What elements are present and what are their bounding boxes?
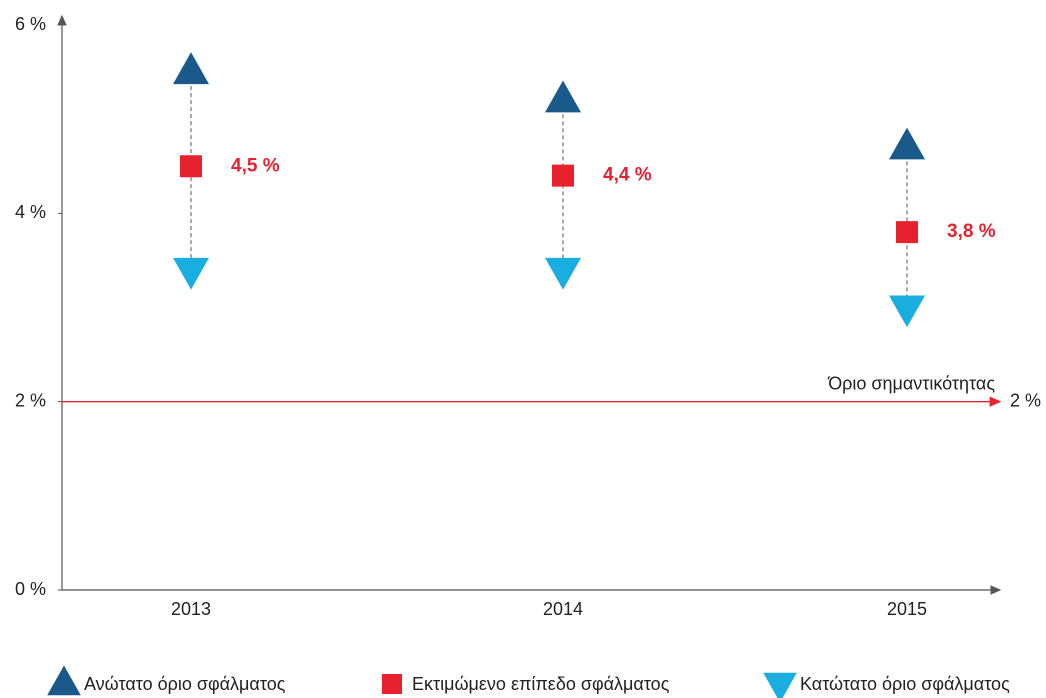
legend-marker xyxy=(47,665,81,696)
x-tick-label: 2014 xyxy=(543,599,583,619)
marker xyxy=(173,52,209,85)
marker xyxy=(545,257,581,290)
marker xyxy=(180,155,202,178)
legend-marker xyxy=(382,674,402,694)
legend-label: Ανώτατο όριο σφάλματος xyxy=(84,674,286,694)
y-tick-label: 4 % xyxy=(15,202,46,222)
y-tick-label: 0 % xyxy=(15,579,46,599)
marker xyxy=(896,221,918,244)
legend-label: Κατώτατο όριο σφάλματος xyxy=(800,674,1010,694)
threshold-name: Όριο σημαντικότητας xyxy=(827,373,995,393)
x-tick-label: 2015 xyxy=(887,599,927,619)
marker xyxy=(173,257,209,290)
value-label: 3,8 % xyxy=(947,221,996,242)
x-tick-label: 2013 xyxy=(171,599,211,619)
marker xyxy=(889,127,925,160)
legend-label: Εκτιμώμενο επίπεδο σφάλματος xyxy=(412,674,670,694)
value-label: 4,4 % xyxy=(603,165,652,186)
threshold-label: 2 % xyxy=(1010,390,1041,410)
marker xyxy=(889,295,925,328)
marker xyxy=(552,164,574,187)
y-tick-label: 2 % xyxy=(15,390,46,410)
legend-marker xyxy=(763,672,797,698)
y-tick-label: 6 % xyxy=(15,14,46,34)
value-label: 4,5 % xyxy=(231,155,280,176)
marker xyxy=(545,80,581,113)
